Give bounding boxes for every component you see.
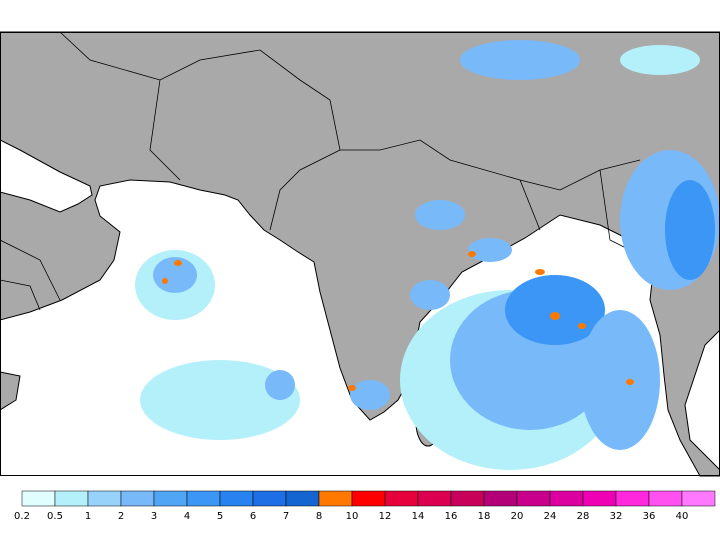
colorbar-label: 40 bbox=[676, 511, 689, 522]
colorbar-label: 20 bbox=[511, 511, 524, 522]
colorbar-label: 6 bbox=[250, 511, 256, 522]
colorbar-swatch bbox=[285, 490, 320, 507]
map bbox=[0, 31, 720, 477]
persian-gulf bbox=[0, 139, 93, 213]
colorbar-swatch bbox=[417, 490, 452, 507]
africa bbox=[0, 371, 21, 411]
colorbar-swatch bbox=[351, 490, 386, 507]
colorbar-swatch bbox=[21, 490, 56, 507]
colorbar-swatch bbox=[54, 490, 89, 507]
colorbar-swatch bbox=[648, 490, 683, 507]
colorbar-label: 8 bbox=[316, 511, 322, 522]
colorbar-label: 12 bbox=[379, 511, 392, 522]
colorbar-swatch bbox=[681, 490, 716, 507]
colorbar-swatch bbox=[384, 490, 419, 507]
colorbar: 0.2 0.5 1 2 3 4 5 6 7 8 10 12 14 16 18 20 24 28 32 36 40 bbox=[14, 490, 716, 522]
rain-areas bbox=[135, 40, 720, 470]
colorbar-label: 24 bbox=[544, 511, 557, 522]
colorbar-swatch bbox=[615, 490, 650, 507]
colorbar-label: 2 bbox=[118, 511, 124, 522]
colorbar-label: 10 bbox=[346, 511, 359, 522]
colorbar-label: 0.2 bbox=[14, 511, 30, 522]
colorbar-swatch bbox=[219, 490, 254, 507]
colorbar-label: 3 bbox=[151, 511, 157, 522]
colorbar-label: 0.5 bbox=[47, 511, 63, 522]
colorbar-label: 36 bbox=[643, 511, 656, 522]
colorbar-label: 5 bbox=[217, 511, 223, 522]
colorbar-label: 1 bbox=[85, 511, 91, 522]
colorbar-swatch bbox=[87, 490, 122, 507]
colorbar-label: 28 bbox=[577, 511, 590, 522]
colorbar-label: 32 bbox=[610, 511, 623, 522]
colorbar-label: 16 bbox=[445, 511, 458, 522]
colorbar-label: 4 bbox=[184, 511, 190, 522]
colorbar-swatch bbox=[549, 490, 584, 507]
colorbar-swatch bbox=[318, 490, 353, 507]
colorbar-swatch bbox=[120, 490, 155, 507]
colorbar-swatch bbox=[153, 490, 188, 507]
colorbar-swatch bbox=[582, 490, 617, 507]
colorbar-label: 14 bbox=[412, 511, 425, 522]
colorbar-swatch bbox=[252, 490, 287, 507]
borders bbox=[0, 31, 651, 311]
colorbar-label: 18 bbox=[478, 511, 491, 522]
colorbar-label: 7 bbox=[283, 511, 289, 522]
colorbar-swatch bbox=[516, 490, 551, 507]
colorbar-swatch bbox=[186, 490, 221, 507]
colorbar-swatch bbox=[483, 490, 518, 507]
colorbar-swatch bbox=[450, 490, 485, 507]
